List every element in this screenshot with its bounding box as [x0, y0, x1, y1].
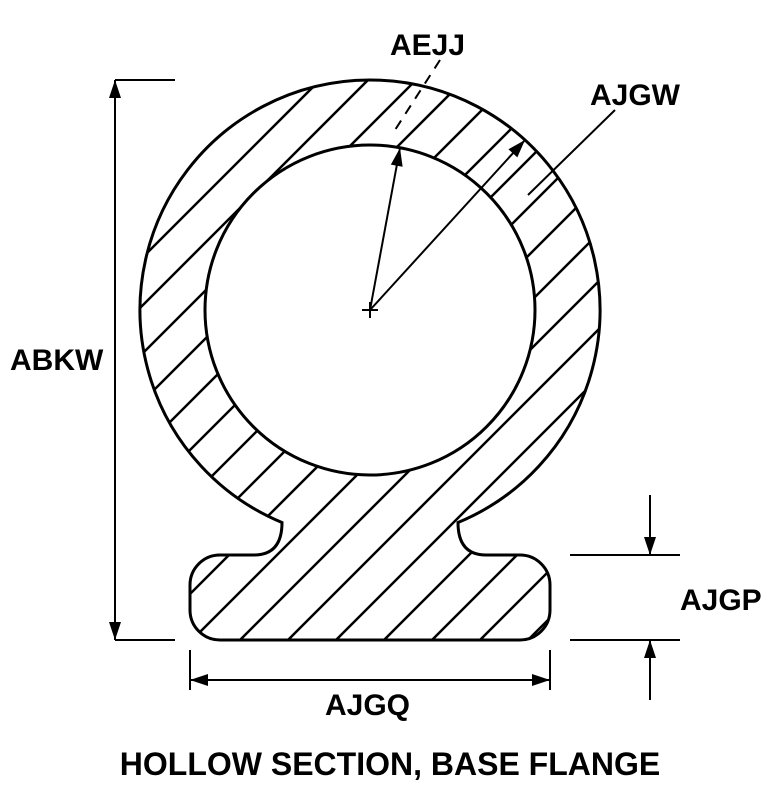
hatch-line	[0, 0, 208, 795]
hatch-line	[0, 0, 780, 795]
hatch-line	[0, 0, 592, 795]
hatch-line	[316, 0, 780, 795]
hatch-line	[460, 0, 780, 795]
hatch-line	[0, 0, 544, 795]
outer-profile	[140, 80, 600, 640]
hatching	[0, 0, 780, 795]
hatch-line	[124, 0, 780, 795]
label-ajgw: AJGW	[590, 79, 681, 112]
hatch-line	[76, 0, 780, 795]
hatch-line	[0, 0, 304, 795]
label-aejj: AEJJ	[390, 29, 465, 62]
hatch-line	[0, 0, 736, 795]
hatch-line	[0, 0, 640, 795]
label-ajgq: AJGQ	[325, 689, 410, 722]
hatch-line	[0, 0, 780, 795]
arrowhead	[391, 148, 403, 167]
diagram-canvas: AEJJ AJGW ABKW AJGQ AJGP HOLLOW SECTION, BASE…	[0, 0, 780, 795]
hatch-line	[0, 0, 688, 795]
hatch-line	[172, 0, 780, 795]
hatch-line	[0, 0, 256, 795]
hatch-line	[412, 0, 780, 795]
hatch-line	[0, 0, 16, 795]
arrowhead	[644, 640, 656, 658]
hatch-line	[0, 0, 448, 795]
hatch-line	[0, 0, 496, 795]
hatch-line	[0, 0, 400, 795]
diagram-title: HOLLOW SECTION, BASE FLANGE	[120, 746, 660, 782]
hatch-line	[0, 0, 780, 795]
arrowhead	[644, 537, 656, 555]
hatch-line	[268, 0, 780, 795]
label-ajgp: AJGP	[680, 584, 762, 617]
arrowhead	[532, 674, 550, 686]
hatch-line	[28, 0, 780, 795]
hatch-line	[0, 0, 160, 795]
leader-line	[370, 148, 400, 310]
arrowhead	[109, 80, 121, 98]
label-abkw: ABKW	[10, 344, 104, 377]
hatch-line	[0, 0, 352, 795]
hatch-line	[0, 0, 112, 795]
hatch-line	[0, 0, 64, 795]
leader-ajgw	[528, 110, 615, 195]
arrowhead	[190, 674, 208, 686]
arrowhead	[109, 622, 121, 640]
